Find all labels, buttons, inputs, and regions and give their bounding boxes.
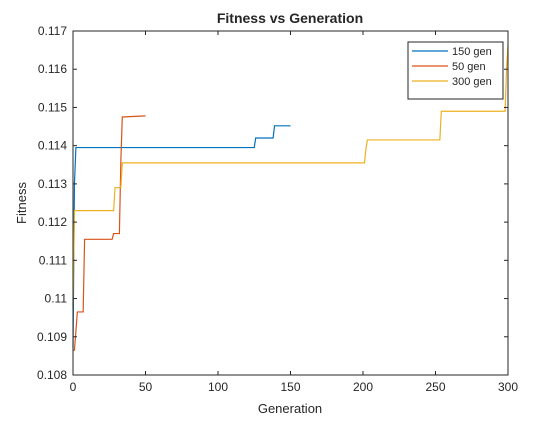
y-tick-label: 0.117 (38, 24, 67, 38)
chart-title: Fitness vs Generation (217, 10, 363, 26)
x-axis-label: Generation (258, 401, 322, 416)
series-line-150-gen (72, 125, 291, 349)
y-tick-label: 0.114 (38, 139, 67, 153)
y-tick-label: 0.109 (37, 330, 67, 344)
series-line-50-gen (73, 115, 146, 351)
y-tick-label: 0.11 (45, 292, 68, 306)
legend: 150 gen 50 gen 300 gen (407, 41, 504, 100)
x-tick-label: 300 (498, 380, 518, 394)
y-tick-label: 0.115 (38, 100, 67, 114)
y-tick-label: 0.108 (37, 368, 67, 382)
x-tick-label: 0 (70, 380, 77, 394)
series-line-300-gen (72, 44, 509, 307)
y-tick-label: 0.112 (38, 215, 67, 229)
ticks-layer: 0 50 100 150 200 250 300 0.108 0.109 0.11 0.111 0.1… (37, 24, 518, 394)
x-tick-label: 150 (280, 380, 300, 394)
legend-label: 150 gen (452, 46, 492, 58)
series-layer (72, 44, 509, 351)
x-tick-label: 50 (139, 380, 153, 394)
legend-label: 300 gen (452, 76, 492, 88)
y-axis-label: Fitness (14, 182, 29, 224)
y-tick-label: 0.116 (38, 62, 67, 76)
y-tick-label: 0.113 (38, 177, 67, 191)
y-tick-label: 0.111 (39, 253, 68, 267)
legend-label: 50 gen (452, 61, 486, 73)
x-tick-label: 200 (353, 380, 373, 394)
x-tick-label: 250 (425, 380, 445, 394)
x-tick-label: 100 (208, 380, 228, 394)
